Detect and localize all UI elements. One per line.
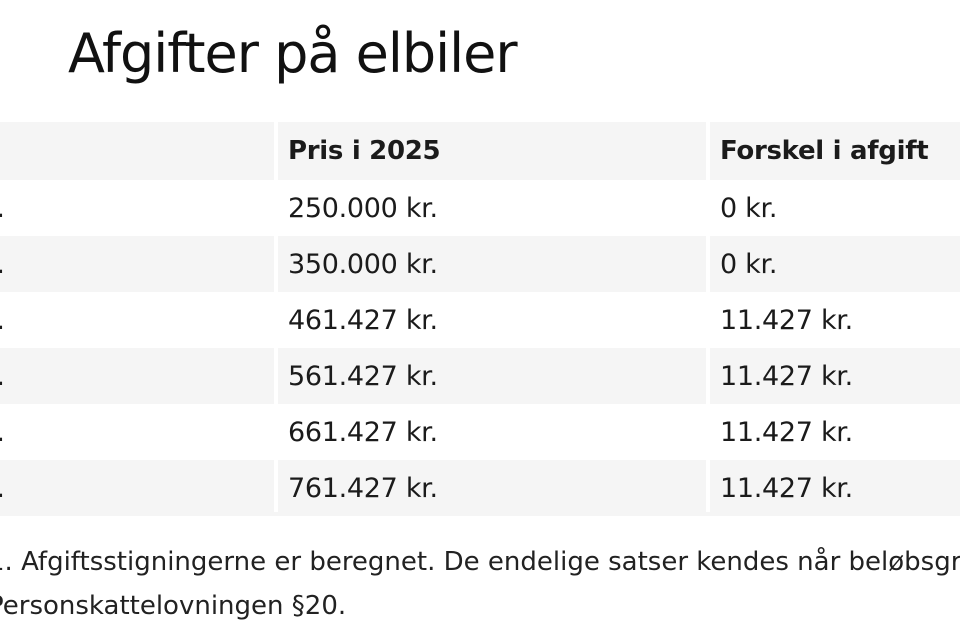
cell-diff: 0 kr. [720,248,778,280]
table-row: r. 761.427 kr. 11.427 kr. [0,460,960,516]
cell-first: r. [0,473,288,504]
footnote: 1. Afgiftsstigningerne er beregnet. De e… [0,540,960,628]
column-divider [706,122,710,512]
cell-diff: 11.427 kr. [720,304,853,336]
cell-diff: 11.427 kr. [720,360,853,392]
cell-diff: 11.427 kr. [720,416,853,448]
footnote-line-1: 1. Afgiftsstigningerne er beregnet. De e… [0,547,960,577]
cell-first: r. [0,305,288,336]
column-divider [274,122,278,512]
table-row: r. 250.000 kr. 0 kr. [0,180,960,236]
table-row: r. 561.427 kr. 11.427 kr. [0,348,960,404]
table-row: r. 350.000 kr. 0 kr. [0,236,960,292]
price-table: Pris i 2025 Forskel i afgift r. 250.000 … [0,122,960,516]
cell-diff: 11.427 kr. [720,472,853,504]
cell-first: r. [0,249,288,280]
header-cell-diff: Forskel i afgift [720,136,929,166]
cell-price: 761.427 kr. [288,472,438,504]
cell-diff: 0 kr. [720,192,778,224]
header-cell-price: Pris i 2025 [288,136,441,166]
cell-price: 661.427 kr. [288,416,438,448]
page-title: Afgifter på elbiler [68,22,518,85]
cell-first: r. [0,361,288,392]
table-row: r. 461.427 kr. 11.427 kr. [0,292,960,348]
cell-first: r. [0,193,288,224]
cell-price: 250.000 kr. [288,192,438,224]
table-row: r. 661.427 kr. 11.427 kr. [0,404,960,460]
cell-price: 561.427 kr. [288,360,438,392]
cell-first: r. [0,417,288,448]
table-header-row: Pris i 2025 Forskel i afgift [0,122,960,180]
cell-price: 461.427 kr. [288,304,438,336]
footnote-line-2: Personskattelovningen §20. [0,591,347,621]
cell-price: 350.000 kr. [288,248,438,280]
